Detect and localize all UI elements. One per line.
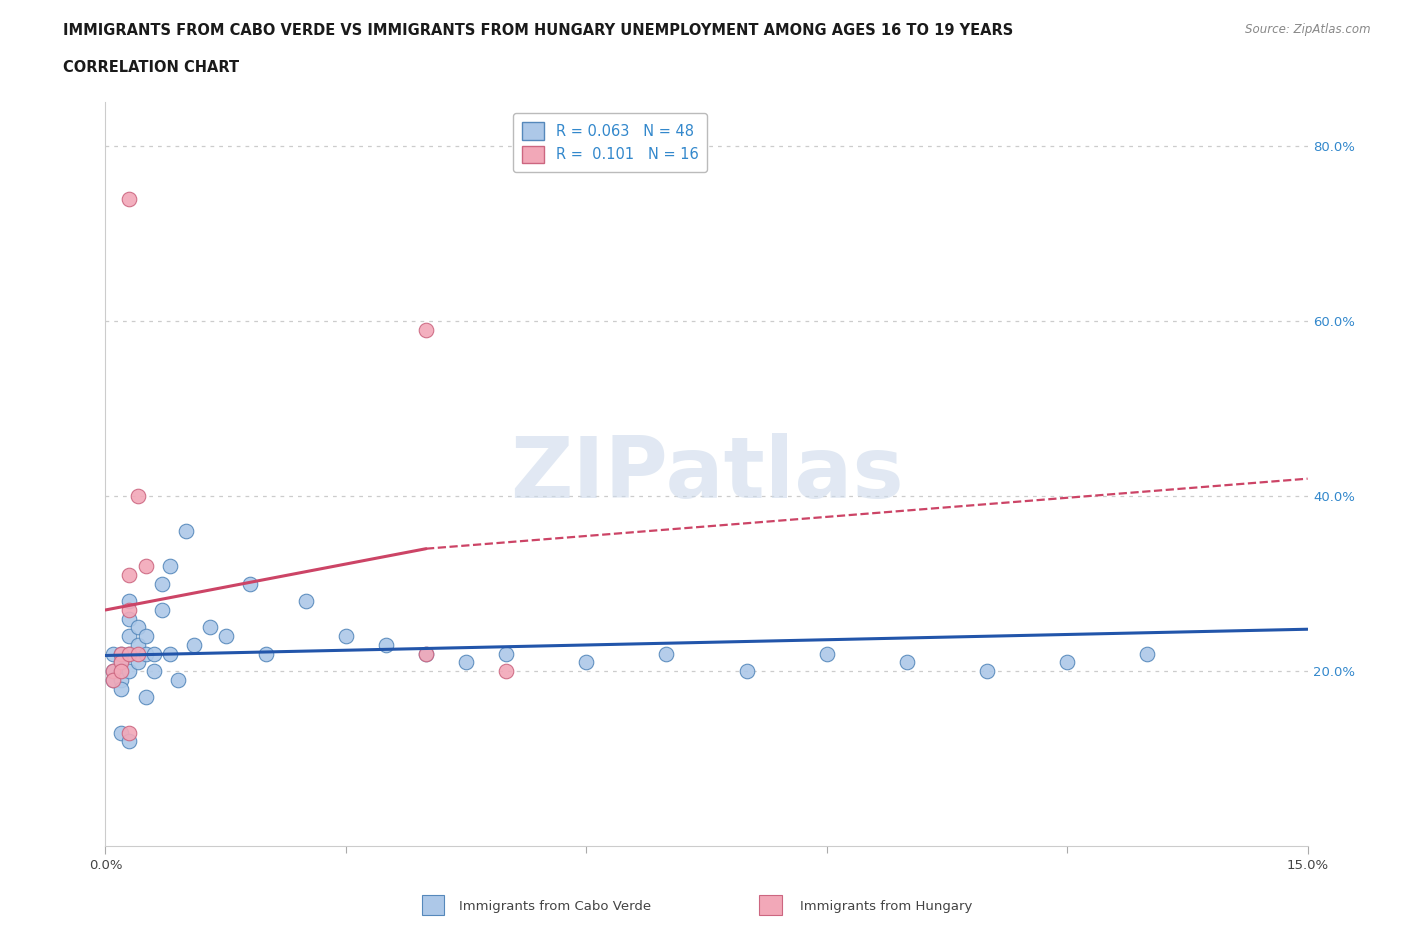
Legend: R = 0.063   N = 48, R =  0.101   N = 16: R = 0.063 N = 48, R = 0.101 N = 16 [513,113,707,172]
Point [150,603,173,618]
Point [142,664,165,679]
Point [655,646,678,661]
Point [295,593,318,608]
Point [142,646,165,661]
Point [374,638,398,653]
Point [118,646,141,661]
Point [110,655,132,670]
Point [127,489,149,504]
Text: Source: ZipAtlas.com: Source: ZipAtlas.com [1246,23,1371,36]
Point [454,655,477,670]
Point [575,655,598,670]
Point [118,567,141,582]
Point [127,655,149,670]
Point [103,664,125,679]
Point [110,664,132,679]
Point [335,629,357,644]
Point [214,629,236,644]
Point [735,664,758,679]
Point [110,646,132,661]
Text: Immigrants from Hungary: Immigrants from Hungary [800,900,972,913]
Point [110,682,132,697]
Point [110,655,132,670]
Point [166,672,188,687]
Point [159,559,181,574]
Point [198,620,221,635]
Point [239,577,262,591]
Point [254,646,277,661]
Point [135,646,157,661]
Point [118,664,141,679]
Point [183,638,205,653]
Point [495,646,517,661]
Point [118,725,141,740]
Point [896,655,918,670]
Text: CORRELATION CHART: CORRELATION CHART [63,60,239,75]
Point [118,603,141,618]
Point [110,664,132,679]
Point [415,323,437,338]
Point [1136,646,1159,661]
Point [976,664,998,679]
Point [118,593,141,608]
Point [127,646,149,661]
Text: ZIPatlas: ZIPatlas [509,432,904,516]
Point [118,611,141,626]
Point [110,725,132,740]
Point [174,524,197,538]
Point [110,672,132,687]
Point [118,734,141,749]
Point [103,672,125,687]
Point [135,629,157,644]
Text: Immigrants from Cabo Verde: Immigrants from Cabo Verde [460,900,651,913]
Point [415,646,437,661]
Point [127,638,149,653]
Point [103,646,125,661]
Point [815,646,838,661]
Point [127,620,149,635]
Point [135,690,157,705]
Text: IMMIGRANTS FROM CABO VERDE VS IMMIGRANTS FROM HUNGARY UNEMPLOYMENT AMONG AGES 16: IMMIGRANTS FROM CABO VERDE VS IMMIGRANTS… [63,23,1014,38]
Point [103,664,125,679]
Point [103,672,125,687]
Point [1056,655,1078,670]
Point [159,646,181,661]
Point [118,646,141,661]
Point [118,192,141,206]
Point [495,664,517,679]
Point [110,646,132,661]
Point [118,629,141,644]
Point [415,646,437,661]
Point [135,559,157,574]
Point [150,577,173,591]
